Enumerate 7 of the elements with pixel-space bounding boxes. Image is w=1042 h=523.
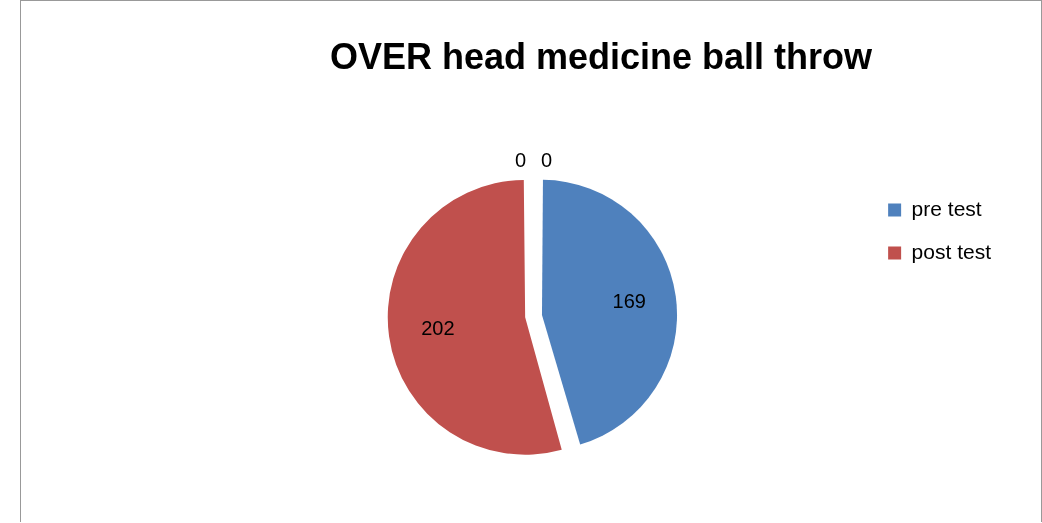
legend-label: pre test [911,196,982,220]
data-label: 169 [612,290,646,313]
legend-label: post test [911,239,992,263]
data-label: 202 [421,317,455,340]
chart-title: OVER head medicine ball throw [329,35,874,77]
text: 0 [515,148,527,171]
text: 0 [541,148,553,171]
